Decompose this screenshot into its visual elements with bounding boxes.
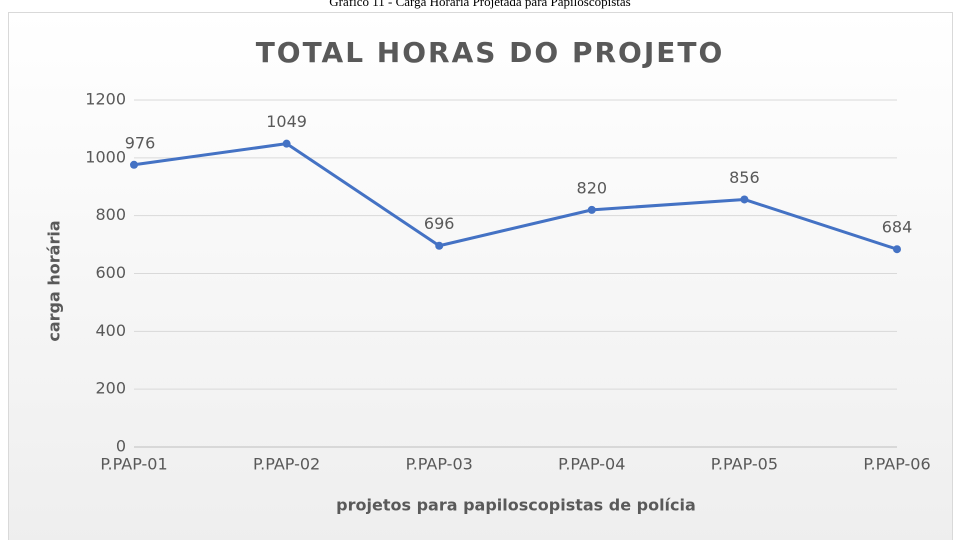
x-tick-label: P.PAP-05 xyxy=(711,455,778,474)
y-tick-label: 1000 xyxy=(85,147,126,166)
data-label: 856 xyxy=(729,168,760,187)
x-tick-label: P.PAP-03 xyxy=(406,455,473,474)
data-point xyxy=(282,139,291,148)
y-axis-label: carga horária xyxy=(45,220,64,341)
data-point xyxy=(435,241,444,250)
x-axis-label: projetos para papiloscopistas de polícia xyxy=(336,496,696,515)
y-tick-label: 200 xyxy=(95,379,126,398)
x-tick-label: P.PAP-06 xyxy=(863,455,930,474)
data-label: 696 xyxy=(424,214,455,233)
data-point xyxy=(130,160,138,169)
x-tick-label: P.PAP-02 xyxy=(253,455,320,474)
data-point xyxy=(893,245,901,254)
chart-title: TOTAL HORAS DO PROJETO xyxy=(256,36,725,69)
y-tick-label: 1200 xyxy=(85,90,126,109)
y-tick-label: 0 xyxy=(116,437,126,456)
x-tick-label: P.PAP-04 xyxy=(558,455,625,474)
series-line xyxy=(133,142,898,251)
data-label: 684 xyxy=(882,218,913,237)
x-tick-label: P.PAP-01 xyxy=(100,455,167,474)
caption: Gráfico 11 - Carga Horária Projetada par… xyxy=(329,0,630,9)
chart-frame xyxy=(8,12,953,544)
data-label: 820 xyxy=(577,178,608,197)
y-tick-label: 400 xyxy=(95,321,126,340)
data-label: 976 xyxy=(125,133,156,152)
data-point xyxy=(587,205,596,214)
data-point xyxy=(740,195,749,204)
y-tick-label: 600 xyxy=(95,263,126,282)
data-label: 1049 xyxy=(266,112,307,131)
y-tick-label: 800 xyxy=(95,205,126,224)
